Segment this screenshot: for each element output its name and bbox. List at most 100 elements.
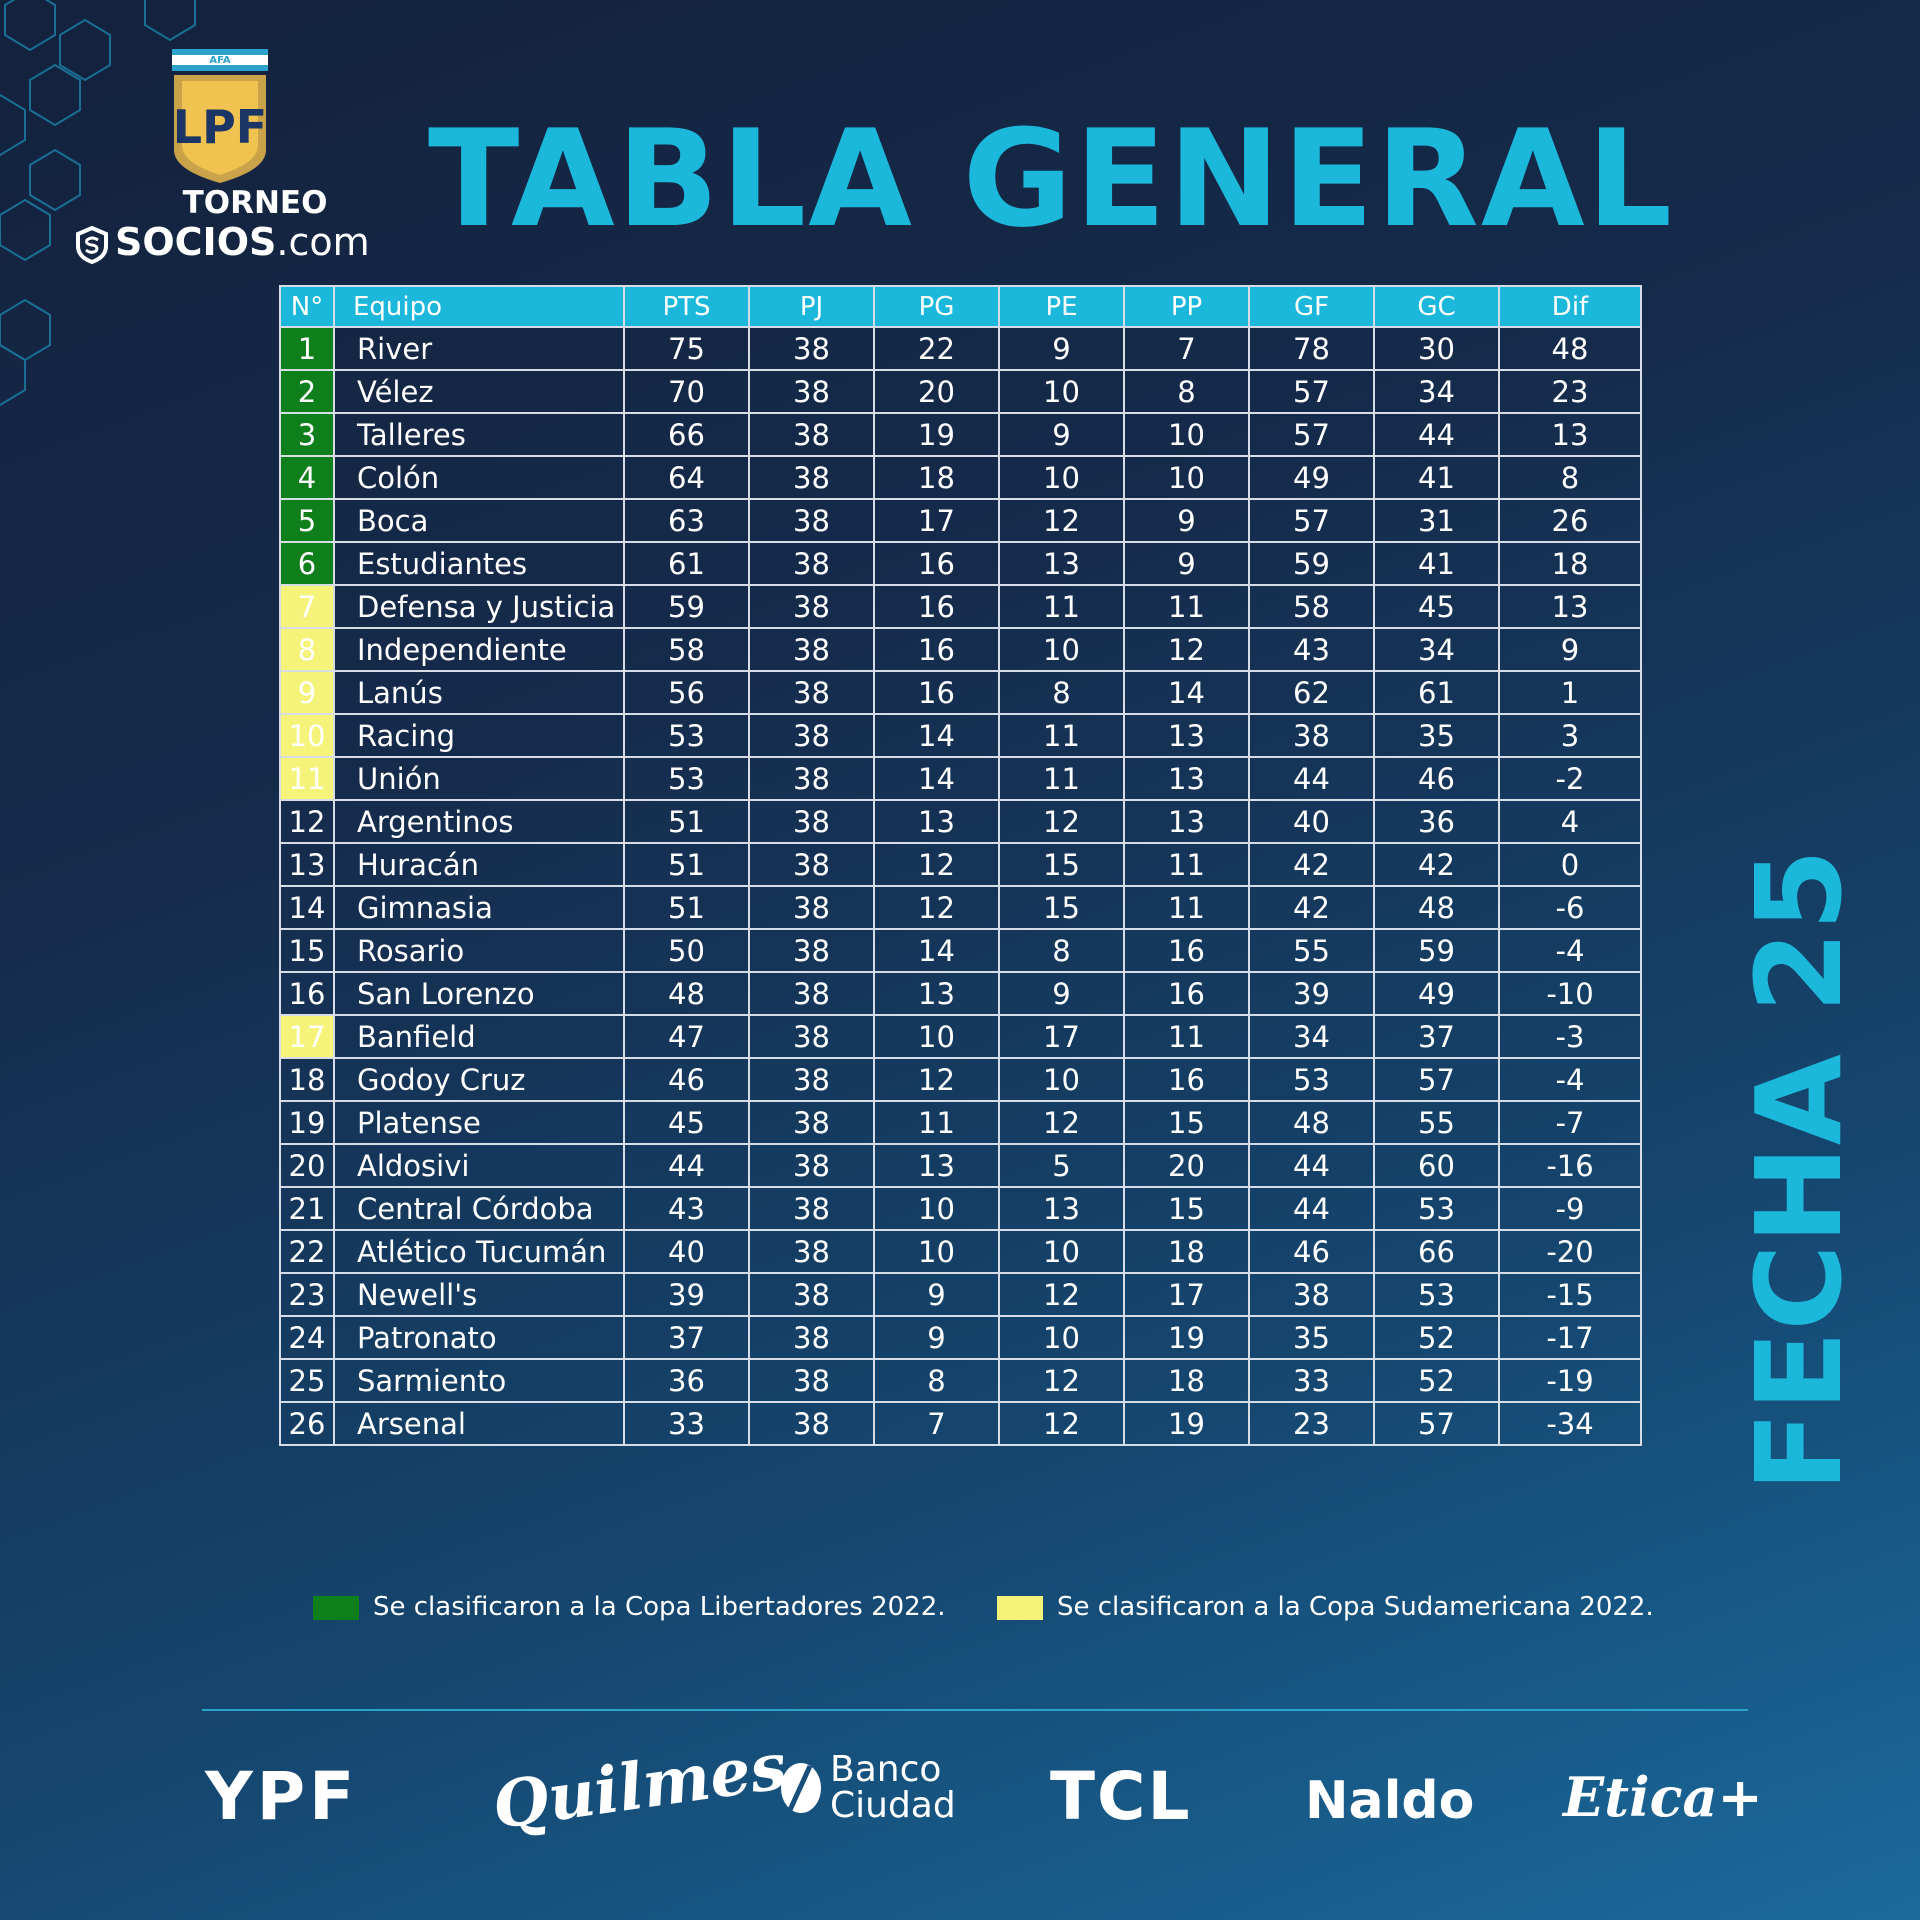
pp-cell: 18 bbox=[1123, 1229, 1250, 1274]
header-goal-difference: Dif bbox=[1498, 285, 1642, 328]
dif-cell: -7 bbox=[1498, 1100, 1642, 1145]
pe-cell: 11 bbox=[998, 713, 1125, 758]
sponsor-banco-ciudad-logo: Banco Ciudad bbox=[780, 1752, 956, 1824]
pe-cell: 5 bbox=[998, 1143, 1125, 1188]
gc-cell: 34 bbox=[1373, 369, 1500, 414]
legend-sudamericana: Se clasificaron a la Copa Sudamericana 2… bbox=[997, 1591, 1654, 1623]
pg-cell: 13 bbox=[873, 1143, 1000, 1188]
table-row: 17 Banfield 47 38 10 17 11 34 37 -3 bbox=[279, 1014, 1642, 1059]
pe-cell: 12 bbox=[998, 1401, 1125, 1446]
team-cell: Independiente bbox=[333, 627, 625, 672]
pj-cell: 38 bbox=[748, 1057, 875, 1102]
position-cell: 10 bbox=[279, 713, 335, 758]
socios-bold-label: SOCIOS bbox=[115, 220, 277, 264]
sponsor-divider bbox=[202, 1709, 1748, 1711]
gc-cell: 66 bbox=[1373, 1229, 1500, 1274]
pp-cell: 11 bbox=[1123, 584, 1250, 629]
pj-cell: 38 bbox=[748, 799, 875, 844]
pg-cell: 14 bbox=[873, 928, 1000, 973]
pts-cell: 47 bbox=[623, 1014, 750, 1059]
table-row: 15 Rosario 50 38 14 8 16 55 59 -4 bbox=[279, 928, 1642, 973]
gc-cell: 36 bbox=[1373, 799, 1500, 844]
team-cell: Sarmiento bbox=[333, 1358, 625, 1403]
afa-label: AFA bbox=[209, 55, 230, 66]
pe-cell: 12 bbox=[998, 498, 1125, 543]
gf-cell: 57 bbox=[1248, 412, 1375, 457]
table-row: 21 Central Córdoba 43 38 10 13 15 44 53 -9 bbox=[279, 1186, 1642, 1231]
position-cell: 17 bbox=[279, 1014, 335, 1059]
team-cell: Estudiantes bbox=[333, 541, 625, 586]
pj-cell: 38 bbox=[748, 326, 875, 371]
dif-cell: 9 bbox=[1498, 627, 1642, 672]
dif-cell: -2 bbox=[1498, 756, 1642, 801]
dif-cell: 26 bbox=[1498, 498, 1642, 543]
pe-cell: 11 bbox=[998, 584, 1125, 629]
pe-cell: 12 bbox=[998, 1272, 1125, 1317]
gc-cell: 44 bbox=[1373, 412, 1500, 457]
gc-cell: 52 bbox=[1373, 1315, 1500, 1360]
pj-cell: 38 bbox=[748, 455, 875, 500]
pj-cell: 38 bbox=[748, 584, 875, 629]
team-cell: San Lorenzo bbox=[333, 971, 625, 1016]
table-header-row: N° Equipo PTS PJ PG PE PP GF GC Dif bbox=[279, 285, 1642, 328]
dif-cell: 8 bbox=[1498, 455, 1642, 500]
pj-cell: 38 bbox=[748, 971, 875, 1016]
pts-cell: 48 bbox=[623, 971, 750, 1016]
gc-cell: 37 bbox=[1373, 1014, 1500, 1059]
pts-cell: 36 bbox=[623, 1358, 750, 1403]
dif-cell: 0 bbox=[1498, 842, 1642, 887]
table-row: 23 Newell's 39 38 9 12 17 38 53 -15 bbox=[279, 1272, 1642, 1317]
gc-cell: 46 bbox=[1373, 756, 1500, 801]
position-cell: 15 bbox=[279, 928, 335, 973]
position-cell: 22 bbox=[279, 1229, 335, 1274]
header-position: N° bbox=[279, 285, 335, 328]
pp-cell: 7 bbox=[1123, 326, 1250, 371]
pp-cell: 13 bbox=[1123, 756, 1250, 801]
pj-cell: 38 bbox=[748, 1229, 875, 1274]
pe-cell: 13 bbox=[998, 541, 1125, 586]
pg-cell: 16 bbox=[873, 584, 1000, 629]
pe-cell: 17 bbox=[998, 1014, 1125, 1059]
pg-cell: 9 bbox=[873, 1272, 1000, 1317]
table-row: 4 Colón 64 38 18 10 10 49 41 8 bbox=[279, 455, 1642, 500]
gc-cell: 53 bbox=[1373, 1186, 1500, 1231]
gf-cell: 42 bbox=[1248, 885, 1375, 930]
table-row: 9 Lanús 56 38 16 8 14 62 61 1 bbox=[279, 670, 1642, 715]
pp-cell: 10 bbox=[1123, 455, 1250, 500]
position-cell: 3 bbox=[279, 412, 335, 457]
dif-cell: 23 bbox=[1498, 369, 1642, 414]
pj-cell: 38 bbox=[748, 756, 875, 801]
team-cell: Argentinos bbox=[333, 799, 625, 844]
table-row: 12 Argentinos 51 38 13 12 13 40 36 4 bbox=[279, 799, 1642, 844]
pp-cell: 13 bbox=[1123, 799, 1250, 844]
page-title: TABLA GENERAL bbox=[428, 101, 1675, 257]
pts-cell: 75 bbox=[623, 326, 750, 371]
position-cell: 9 bbox=[279, 670, 335, 715]
table-row: 5 Boca 63 38 17 12 9 57 31 26 bbox=[279, 498, 1642, 543]
legend-swatch-libertadores bbox=[313, 1595, 359, 1620]
pe-cell: 13 bbox=[998, 1186, 1125, 1231]
pg-cell: 14 bbox=[873, 756, 1000, 801]
pts-cell: 56 bbox=[623, 670, 750, 715]
gc-cell: 31 bbox=[1373, 498, 1500, 543]
team-cell: Banfield bbox=[333, 1014, 625, 1059]
banco-line2: Ciudad bbox=[830, 1785, 956, 1826]
header-team: Equipo bbox=[333, 285, 625, 328]
pe-cell: 11 bbox=[998, 756, 1125, 801]
table-row: 22 Atlético Tucumán 40 38 10 10 18 46 66 -20 bbox=[279, 1229, 1642, 1274]
gf-cell: 34 bbox=[1248, 1014, 1375, 1059]
gc-cell: 41 bbox=[1373, 455, 1500, 500]
legend-libertadores: Se clasificaron a la Copa Libertadores 2… bbox=[313, 1591, 946, 1623]
gc-cell: 45 bbox=[1373, 584, 1500, 629]
table-row: 7 Defensa y Justicia 59 38 16 11 11 58 45 13 bbox=[279, 584, 1642, 629]
sponsor-tcl-logo: TCL bbox=[1050, 1758, 1192, 1835]
dif-cell: -19 bbox=[1498, 1358, 1642, 1403]
gf-cell: 49 bbox=[1248, 455, 1375, 500]
torneo-label: TORNEO bbox=[182, 185, 328, 221]
pp-cell: 19 bbox=[1123, 1315, 1250, 1360]
gf-cell: 55 bbox=[1248, 928, 1375, 973]
pg-cell: 9 bbox=[873, 1315, 1000, 1360]
banco-line1: Banco bbox=[830, 1749, 942, 1790]
pts-cell: 66 bbox=[623, 412, 750, 457]
